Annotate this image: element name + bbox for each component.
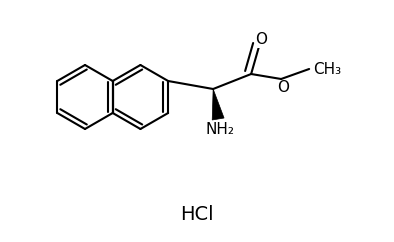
Text: NH₂: NH₂ xyxy=(206,121,235,136)
Text: HCl: HCl xyxy=(180,204,214,224)
Text: O: O xyxy=(277,80,289,94)
Polygon shape xyxy=(212,89,224,120)
Text: CH₃: CH₃ xyxy=(313,61,341,76)
Text: O: O xyxy=(255,32,267,47)
